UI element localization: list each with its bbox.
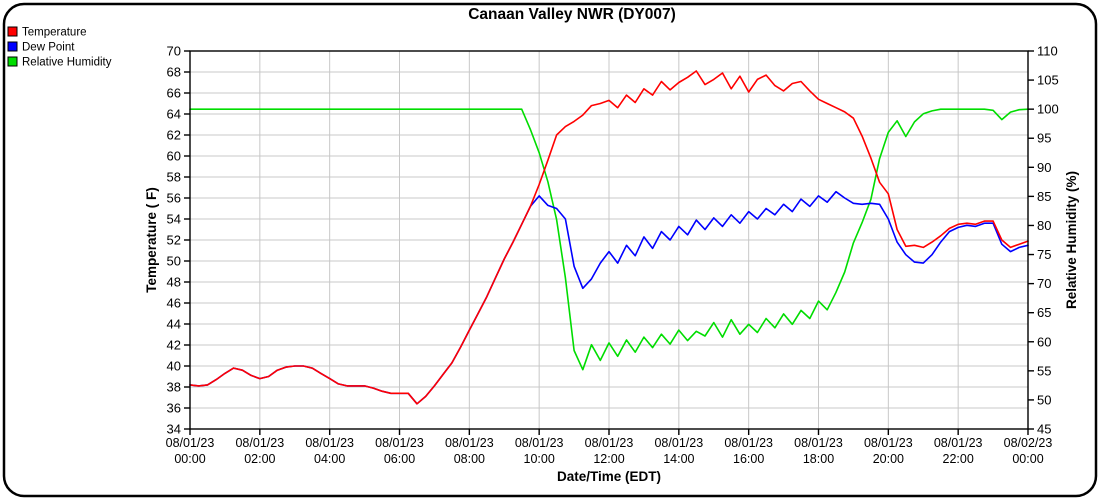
x-tick-date: 08/01/23 bbox=[585, 436, 634, 450]
right-tick-labels: 45 50 55 60 65 70 75 80 85 90 95 100 105 110 bbox=[1037, 44, 1059, 437]
right-tick-label: 70 bbox=[1037, 276, 1051, 291]
series-lines bbox=[189, 70, 1029, 405]
x-tick-date: 08/02/23 bbox=[1004, 436, 1053, 450]
legend-swatch-temperature bbox=[7, 26, 18, 37]
left-tick-label: 52 bbox=[167, 233, 181, 248]
x-tick-time: 14:00 bbox=[663, 452, 694, 466]
legend-label-relative-humidity: Relative Humidity bbox=[22, 57, 112, 69]
left-tick-label: 58 bbox=[167, 170, 181, 185]
legend-label-dew-point: Dew Point bbox=[22, 42, 75, 54]
right-axis-title: Relative Humidity (%) bbox=[1064, 171, 1079, 309]
gridlines bbox=[190, 51, 1028, 429]
left-tick-label: 56 bbox=[167, 191, 181, 206]
x-axis-title: Date/Time (EDT) bbox=[557, 469, 661, 484]
x-tick-date: 08/01/23 bbox=[445, 436, 494, 450]
x-tick-time: 06:00 bbox=[384, 452, 415, 466]
right-tick-label: 90 bbox=[1037, 160, 1051, 175]
right-tick-label: 105 bbox=[1037, 73, 1059, 88]
right-tick-label: 75 bbox=[1037, 247, 1051, 262]
left-tick-label: 60 bbox=[167, 149, 181, 164]
right-tick-label: 110 bbox=[1037, 44, 1058, 59]
chart-title: Canaan Valley NWR (DY007) bbox=[468, 6, 676, 23]
x-tick-date: 08/01/23 bbox=[235, 436, 284, 450]
x-tick-date: 08/01/23 bbox=[305, 436, 354, 450]
left-tick-label: 68 bbox=[167, 65, 181, 80]
right-tick-label: 85 bbox=[1037, 189, 1051, 204]
series-line-relative-humidity bbox=[189, 108, 1029, 371]
left-tick-label: 70 bbox=[167, 44, 181, 59]
left-tick-label: 36 bbox=[167, 401, 181, 416]
left-tick-label: 50 bbox=[167, 254, 181, 269]
x-tick-time: 04:00 bbox=[314, 452, 345, 466]
left-axis-title: Temperature ( F) bbox=[144, 187, 159, 293]
left-tick-labels: 34 36 38 40 42 44 46 48 50 52 54 56 58 60 62 64 66 68 70 bbox=[167, 44, 181, 437]
left-tick-label: 40 bbox=[167, 359, 181, 374]
left-tick-label: 64 bbox=[167, 107, 181, 122]
x-tick-date: 08/01/23 bbox=[934, 436, 983, 450]
right-tick-label: 100 bbox=[1037, 102, 1059, 117]
x-tick-time: 18:00 bbox=[803, 452, 834, 466]
left-tick-label: 42 bbox=[167, 338, 181, 353]
x-tick-date: 08/01/23 bbox=[375, 436, 424, 450]
x-tick-time: 20:00 bbox=[873, 452, 904, 466]
right-tick-label: 60 bbox=[1037, 334, 1051, 349]
left-tick-label: 48 bbox=[167, 275, 181, 290]
right-tick-label: 65 bbox=[1037, 305, 1051, 320]
x-tick-date: 08/01/23 bbox=[794, 436, 843, 450]
legend-label-temperature: Temperature bbox=[22, 27, 87, 39]
x-tick-labels: 08/01/23 00:00 08/01/23 02:00 08/01/23 04:00 0… bbox=[166, 436, 1053, 466]
x-tick-time: 22:00 bbox=[943, 452, 974, 466]
left-tick-label: 44 bbox=[167, 317, 181, 332]
x-tick-time: 08:00 bbox=[454, 452, 485, 466]
x-tick-time: 10:00 bbox=[524, 452, 555, 466]
x-tick-time: 16:00 bbox=[733, 452, 764, 466]
left-tick-label: 66 bbox=[167, 86, 181, 101]
left-tick-label: 54 bbox=[167, 212, 181, 227]
right-tick-label: 80 bbox=[1037, 218, 1051, 233]
left-tick-label: 34 bbox=[167, 422, 181, 437]
x-tick-time: 02:00 bbox=[244, 452, 275, 466]
right-tick-label: 45 bbox=[1037, 422, 1051, 437]
x-tick-date: 08/01/23 bbox=[864, 436, 913, 450]
x-tick-date: 08/01/23 bbox=[166, 436, 215, 450]
right-tick-label: 95 bbox=[1037, 131, 1051, 146]
x-tick-time: 00:00 bbox=[174, 452, 205, 466]
legend-swatch-dew-point bbox=[7, 41, 18, 52]
x-tick-date: 08/01/23 bbox=[515, 436, 564, 450]
x-tick-time: 00:00 bbox=[1012, 452, 1043, 466]
series-line-temperature bbox=[189, 70, 1029, 405]
left-tick-label: 38 bbox=[167, 380, 181, 395]
right-tick-label: 55 bbox=[1037, 363, 1051, 378]
x-tick-date: 08/01/23 bbox=[724, 436, 773, 450]
x-tick-date: 08/01/23 bbox=[654, 436, 703, 450]
left-tick-label: 62 bbox=[167, 128, 181, 143]
legend-swatch-relative-humidity bbox=[7, 56, 18, 67]
right-tick-label: 50 bbox=[1037, 392, 1051, 407]
left-tick-label: 46 bbox=[167, 296, 181, 311]
legend: Temperature Dew Point Relative Humidity bbox=[7, 26, 112, 69]
axis-ticks bbox=[184, 50, 1034, 435]
x-tick-time: 12:00 bbox=[593, 452, 624, 466]
